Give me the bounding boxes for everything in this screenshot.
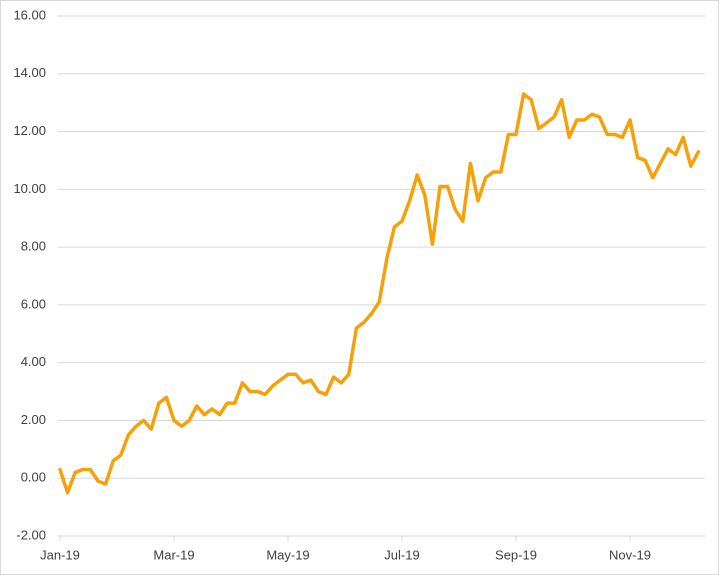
x-tick-label: Mar-19 (153, 547, 194, 562)
x-tick-label: Jul-19 (384, 547, 419, 562)
y-tick-label: 14.00 (13, 65, 46, 80)
y-tick-label: 8.00 (21, 239, 46, 254)
y-tick-label: 16.00 (13, 7, 46, 22)
x-tick-label: Nov-19 (609, 547, 651, 562)
data-line (58, 92, 701, 495)
y-tick-label: 4.00 (21, 354, 46, 369)
y-tick-label: 6.00 (21, 296, 46, 311)
x-tick-label: Sep-19 (495, 547, 537, 562)
y-tick-label: 10.00 (13, 181, 46, 196)
y-tick-label: 12.00 (13, 123, 46, 138)
y-tick-label: 2.00 (21, 412, 46, 427)
x-tick-label: Jan-19 (40, 547, 80, 562)
x-tick-label: May-19 (266, 547, 309, 562)
y-tick-label: 0.00 (21, 470, 46, 485)
y-tick-label: -2.00 (16, 527, 46, 542)
